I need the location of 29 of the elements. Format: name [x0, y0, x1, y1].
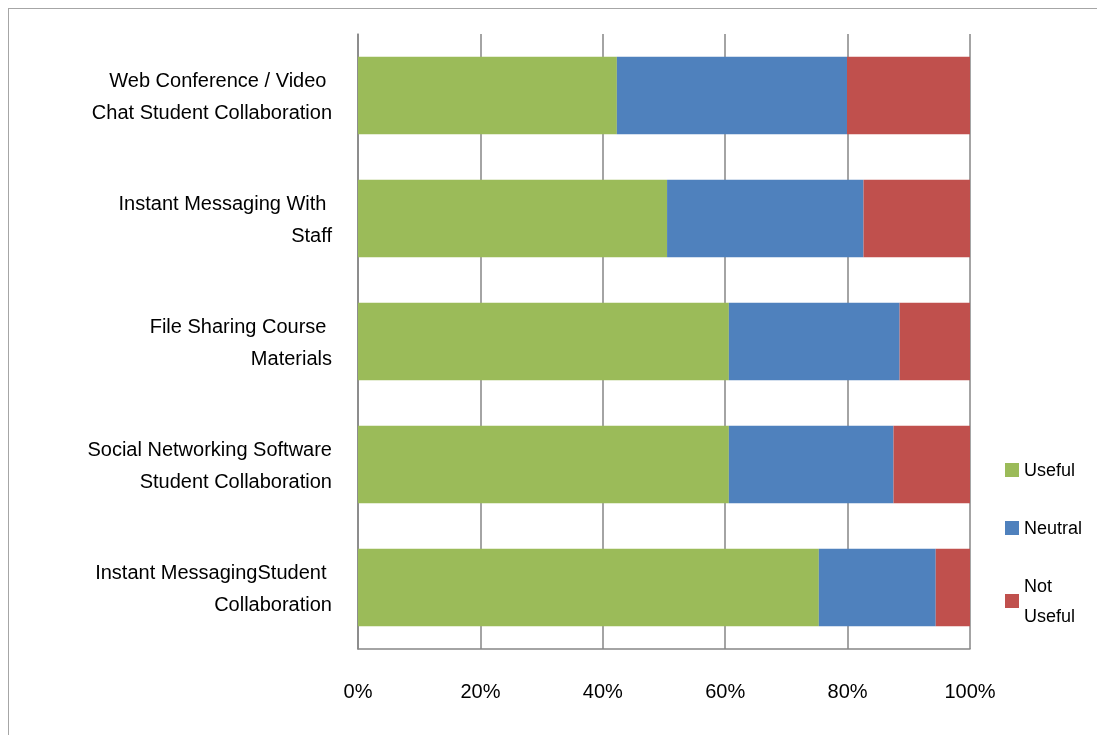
bar [616, 56, 847, 135]
bar [863, 179, 970, 258]
bar [667, 179, 864, 258]
bar [893, 425, 970, 504]
y-tick-label: Web Conference / Video Chat Student Collaboration [91, 68, 332, 123]
bar [935, 548, 970, 627]
x-tick-label: 100% [944, 680, 996, 702]
legend-label: Not Useful [1024, 576, 1076, 626]
bar [358, 548, 819, 627]
y-tick-label: File Sharing Course Materials [149, 314, 332, 369]
bar [728, 302, 900, 381]
bar [358, 302, 729, 381]
bar [358, 56, 617, 135]
bar [846, 56, 970, 135]
bar [818, 548, 936, 627]
x-tick-label: 60% [705, 680, 746, 702]
x-tick-label: 80% [827, 680, 868, 702]
x-tick-label: 40% [582, 680, 624, 702]
x-tick-label: 0% [343, 680, 373, 702]
legend-label: Neutral [1024, 518, 1083, 538]
bar [728, 425, 894, 504]
y-tick-label: Social Networking Software Student Collaboration [87, 437, 332, 492]
bar [899, 302, 970, 381]
legend-label: Useful [1024, 460, 1076, 480]
bar [358, 179, 668, 258]
y-tick-label: Instant MessagingStudent Collaboration [95, 560, 332, 615]
y-tick-label: Instant Messaging With Staff [118, 191, 333, 246]
x-tick-label: 20% [460, 680, 501, 702]
bar [358, 425, 729, 504]
